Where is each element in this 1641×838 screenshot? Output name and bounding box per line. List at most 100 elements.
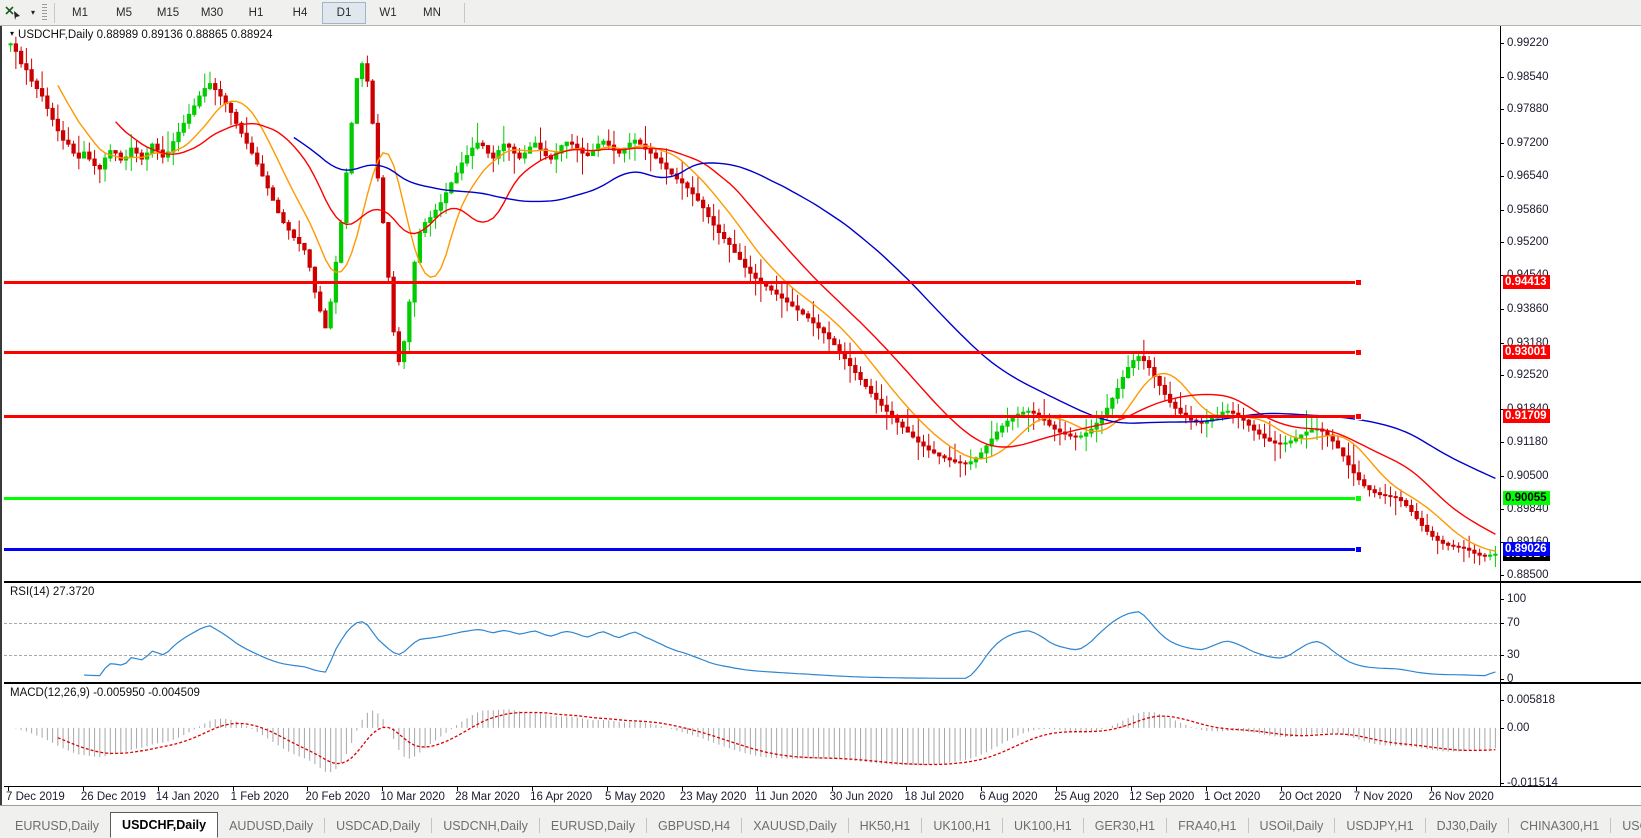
tab-gbpusd-h4[interactable]: GBPUSD,H4: [657, 819, 731, 833]
level-anchor-icon[interactable]: [1355, 348, 1362, 356]
price-axis[interactable]: 0.99220 0.98540 0.97880 0.97200 0.96540 0.958…: [1500, 26, 1641, 581]
level-anchor-icon[interactable]: [1355, 412, 1362, 420]
date-tick-label: 11 Jun 2020: [754, 791, 818, 803]
price-pane[interactable]: ▾ USDCHF,Daily 0.88989 0.89136 0.88865 0.…: [4, 26, 1641, 582]
date-tick-label: 7 Nov 2020: [1353, 791, 1413, 803]
tab-usdjpy-h1[interactable]: USDJPY,H1: [1346, 819, 1414, 833]
timeframe-h1[interactable]: H1: [248, 6, 264, 19]
date-tick: [831, 787, 833, 791]
rsi-pane[interactable]: RSI(14) 27.3720 100 70 30 0: [4, 582, 1641, 683]
tab-separator: [1002, 817, 1003, 833]
price-tick: [1500, 542, 1504, 544]
macd-tick-label: 0.005818: [1507, 694, 1555, 706]
price-tick: [1500, 308, 1504, 310]
date-tick-label: 23 May 2020: [679, 791, 747, 803]
price-tick: [1500, 475, 1504, 477]
tabs-host: EURUSD,Daily USDCHF,Daily AUDUSD,Daily USDC…: [4, 812, 1641, 838]
tab-xauusd-daily[interactable]: XAUUSD,Daily: [753, 819, 837, 833]
price-tick: [1500, 342, 1504, 344]
tab-separator: [921, 817, 923, 833]
timeframe-d1[interactable]: D1: [322, 1, 366, 24]
timeframe-m15[interactable]: M15: [156, 6, 180, 19]
date-tick-label: 16 Apr 2020: [530, 791, 593, 803]
price-tick-label: 0.97200: [1507, 137, 1549, 150]
tab-dj30-daily[interactable]: DJ30,Daily: [1436, 819, 1498, 833]
rsi-tick-label: 0: [1507, 673, 1514, 683]
timeframe-group: M1 M5 M15 M30 H1 H4 D1 W1 MN: [58, 1, 454, 24]
timeframe-h4[interactable]: H4: [292, 6, 308, 19]
tab-ger30-h1[interactable]: GER30,H1: [1094, 819, 1156, 833]
tab-hk50-h1[interactable]: HK50,H1: [859, 819, 911, 833]
macd-pane-legend: MACD(12,26,9) -0.005950 -0.004509: [10, 687, 200, 699]
timeframe-w1[interactable]: W1: [379, 6, 397, 19]
tab-separator: [1247, 817, 1249, 833]
price-tick: [1500, 442, 1504, 443]
tab-fra40-h1[interactable]: FRA40,H1: [1178, 819, 1237, 833]
date-tick: [382, 787, 384, 791]
timeframe-m30[interactable]: M30: [200, 6, 224, 19]
tab-usdcnh-daily[interactable]: USDCNH,Daily: [443, 819, 528, 833]
macd-axis-line: [1500, 684, 1501, 786]
tab-separator: [645, 817, 647, 833]
price-tick-label: 0.97880: [1507, 103, 1549, 116]
rsi-axis: 100 70 30 0: [1500, 583, 1641, 682]
rsi-tick: [1500, 623, 1504, 624]
tab-separator: [538, 817, 540, 833]
rsi-tick-label: 100: [1507, 593, 1527, 605]
level-line-support-2[interactable]: [4, 545, 1362, 553]
level-line-resistance-1[interactable]: [4, 278, 1362, 286]
tab-separator: [1082, 817, 1084, 833]
price-tick: [1500, 275, 1504, 277]
date-tick: [1056, 787, 1058, 791]
crosshair-cursor-icon[interactable]: [0, 2, 26, 24]
timeframe-mn[interactable]: MN: [423, 6, 441, 19]
chevron-down-icon[interactable]: ▾: [10, 29, 15, 38]
rsi-level-30: [4, 655, 1502, 656]
price-tick-label: 0.96540: [1507, 169, 1549, 182]
date-tick: [1131, 787, 1133, 791]
date-tick: [756, 787, 758, 791]
tab-eurusd-daily[interactable]: EURUSD,Daily: [550, 819, 635, 833]
tab-usdchf-daily[interactable]: USDCHF,Daily: [110, 812, 219, 838]
price-tick-label: 0.91180: [1507, 436, 1548, 448]
date-tick-label: 1 Feb 2020: [230, 791, 289, 803]
tab-usoil-h[interactable]: USOil,H: [1622, 819, 1641, 833]
date-tick: [606, 787, 608, 791]
ma-mid-line: [115, 121, 1496, 535]
tab-usoil-daily[interactable]: USOil,Daily: [1259, 819, 1324, 833]
timeframe-m1[interactable]: M1: [72, 6, 88, 19]
tab-usdcad-daily[interactable]: USDCAD,Daily: [336, 819, 421, 833]
level-price-tag-support-2: 0.89026: [1503, 541, 1550, 556]
price-tick-label: 0.93860: [1507, 302, 1549, 315]
macd-histogram-svg: [15, 709, 1496, 773]
tab-separator: [1334, 817, 1336, 833]
level-line-resistance-3[interactable]: [4, 412, 1362, 420]
macd-pane[interactable]: MACD(12,26,9) -0.005950 -0.004509 0.0058…: [4, 683, 1641, 787]
level-anchor-icon[interactable]: [1355, 494, 1362, 502]
level-line-resistance-2[interactable]: [4, 348, 1362, 356]
date-tick-label: 26 Dec 2019: [80, 791, 147, 803]
tab-china300-h1[interactable]: CHINA300,H1: [1520, 819, 1600, 833]
level-anchor-icon[interactable]: [1355, 278, 1362, 286]
tab-separator: [324, 817, 326, 833]
tab-eurusd-daily[interactable]: EURUSD,Daily: [15, 819, 100, 833]
tab-uk100-h1[interactable]: UK100,H1: [933, 819, 991, 833]
price-tick-label: 0.98540: [1507, 70, 1549, 83]
level-anchor-icon[interactable]: [1355, 545, 1362, 553]
price-tick: [1500, 76, 1504, 78]
date-tick-label: 7 Dec 2019: [6, 791, 65, 803]
date-axis: 7 Dec 2019 26 Dec 2019 14 Jan 2020 1 Feb 20…: [4, 787, 1641, 805]
rsi-level-70: [4, 623, 1502, 624]
date-tick-label: 14 Jan 2020: [155, 791, 220, 803]
toolbar-grip[interactable]: [42, 3, 47, 22]
symbol-legend-text: USDCHF,Daily 0.88989 0.89136 0.88865 0.8…: [18, 29, 273, 41]
tab-audusd-daily[interactable]: AUDUSD,Daily: [229, 819, 314, 833]
level-line-support-1[interactable]: [4, 494, 1362, 502]
chevron-down-icon[interactable]: ▾: [30, 8, 35, 17]
tab-uk100-h1[interactable]: UK100,H1: [1014, 819, 1072, 833]
price-tick-label: 0.90500: [1507, 469, 1549, 482]
price-tick: [1500, 508, 1504, 510]
timeframe-m5[interactable]: M5: [116, 6, 132, 19]
date-tick-label: 30 Jun 2020: [829, 791, 893, 803]
rsi-tick: [1500, 679, 1504, 680]
